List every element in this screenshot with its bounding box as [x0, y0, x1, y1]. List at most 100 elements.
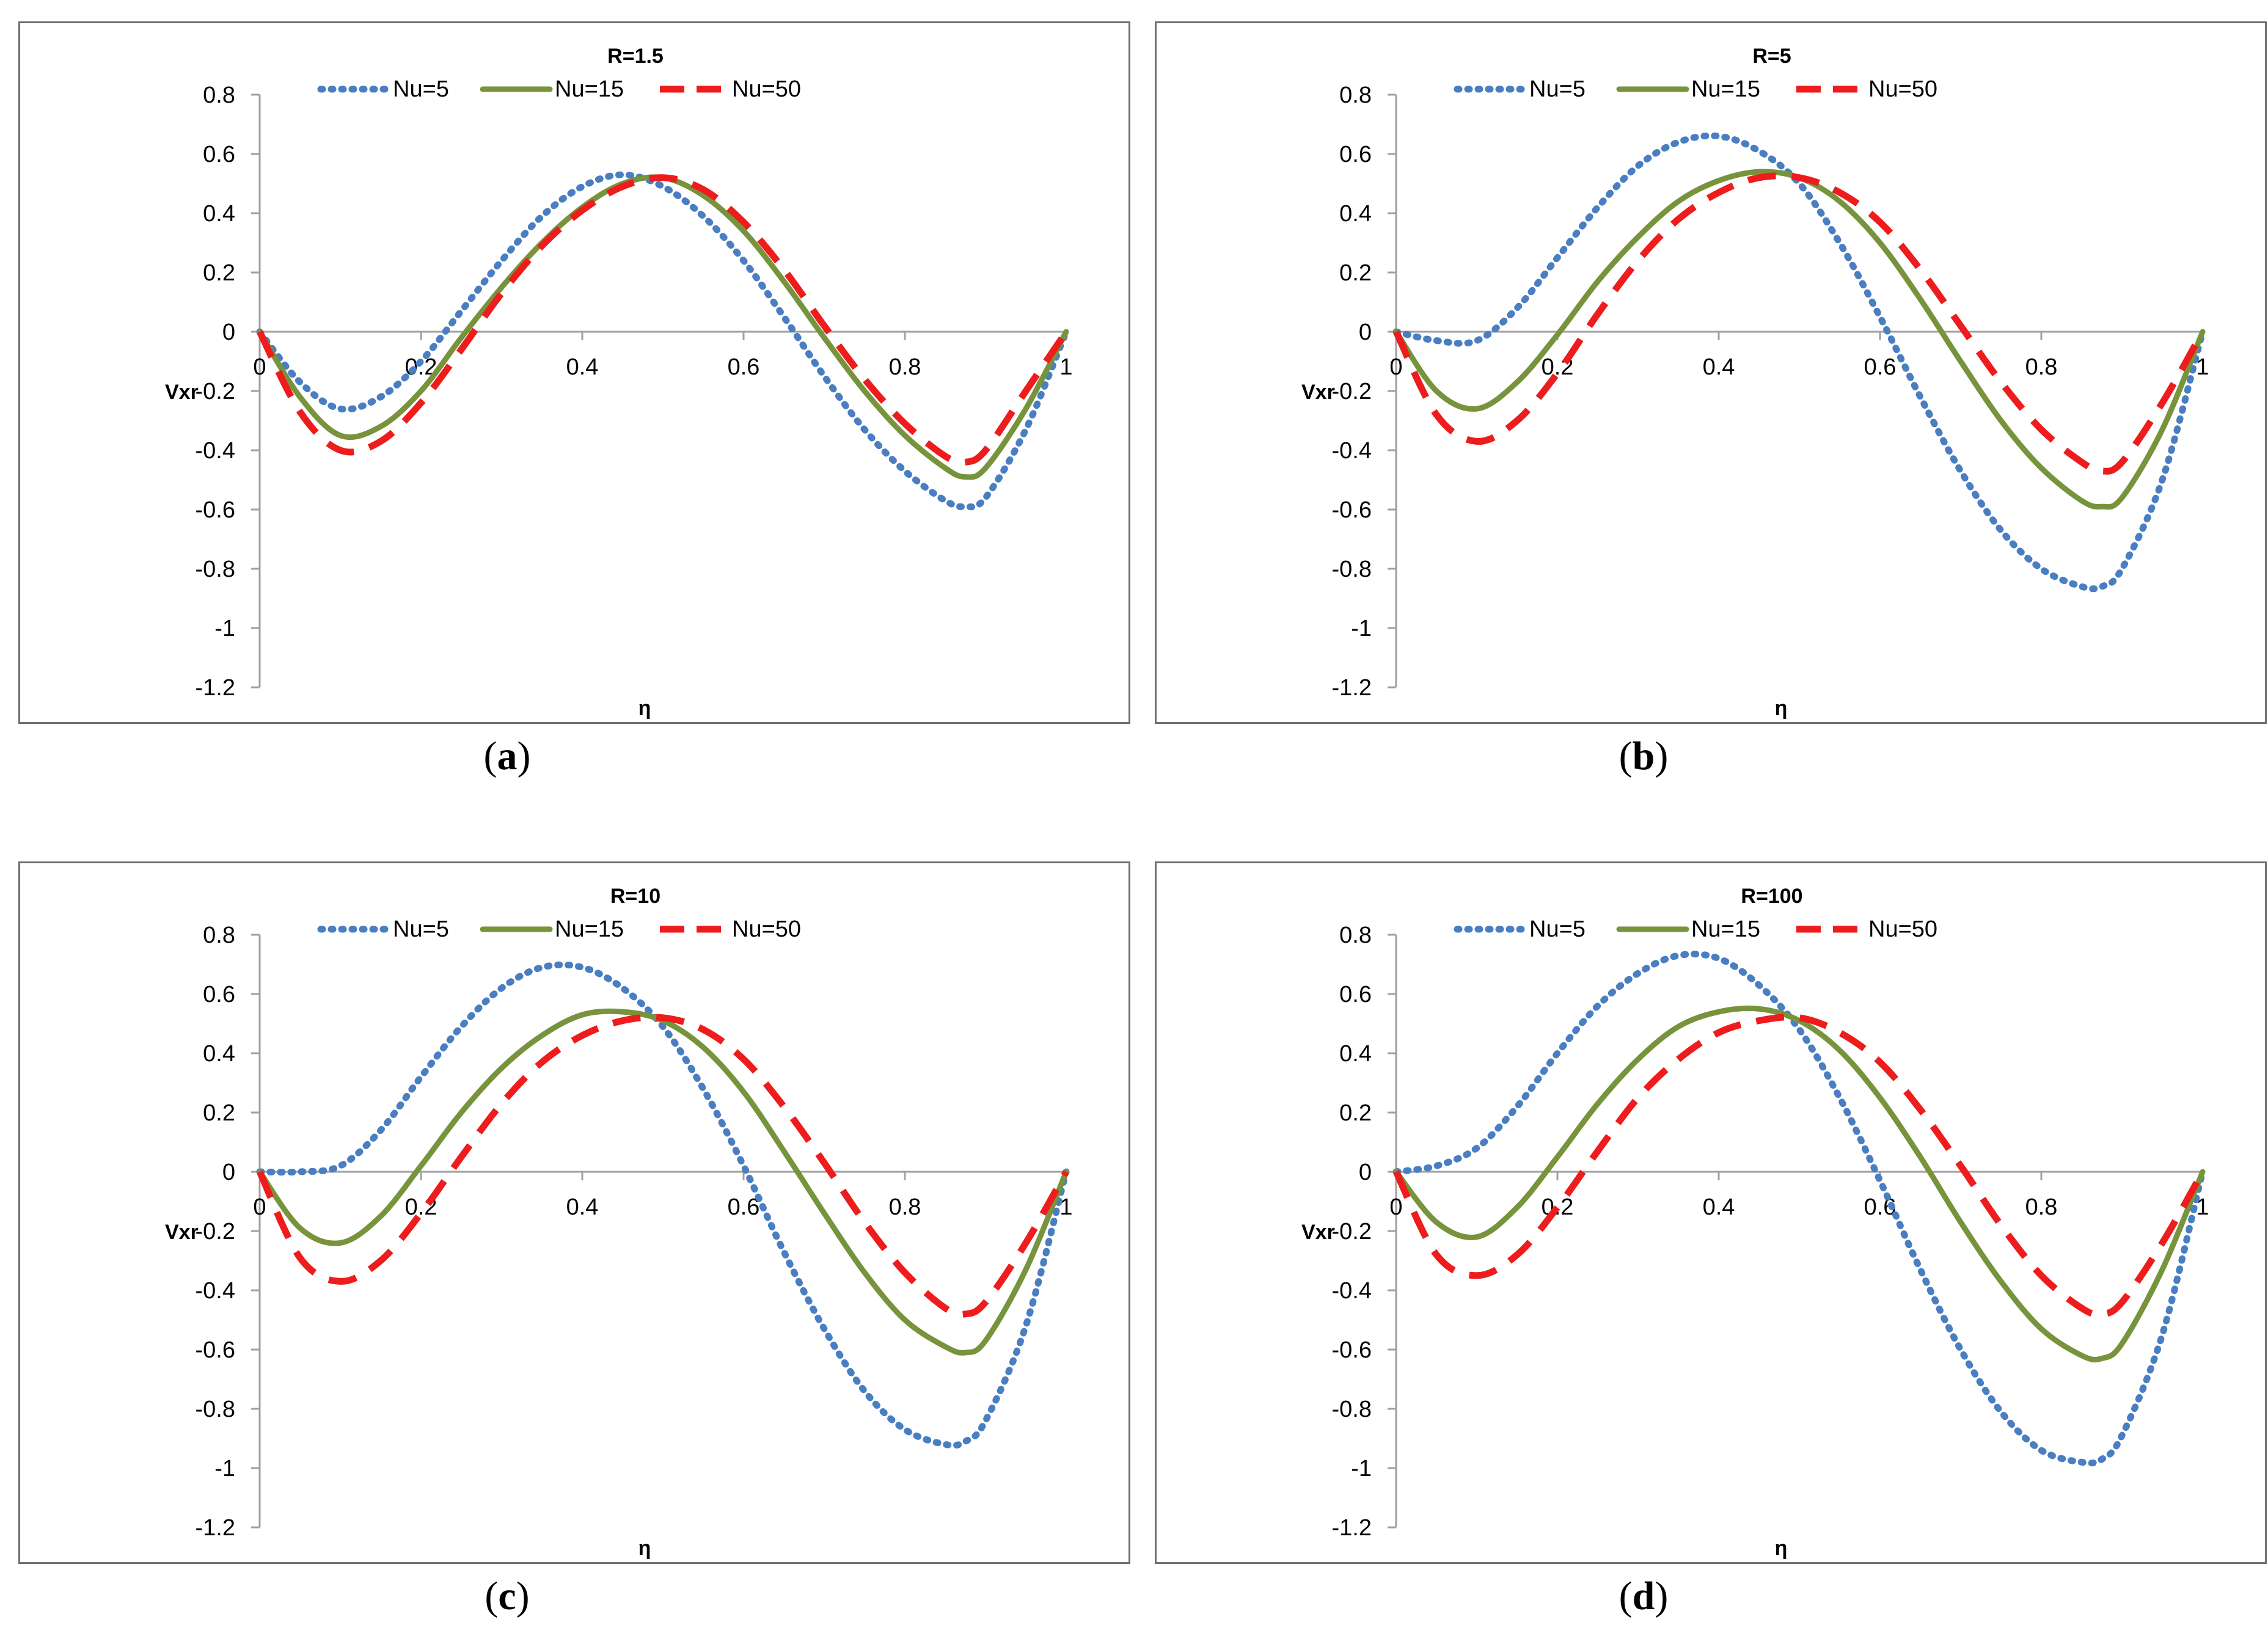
y-tick-label: 0.2	[203, 1100, 235, 1126]
x-tick-label: 0.8	[889, 354, 921, 380]
legend-label: Nu=5	[1529, 916, 1586, 942]
caption-close-paren: )	[516, 1574, 530, 1618]
x-tick-label: 1	[2196, 354, 2209, 380]
series-line-nu15	[1393, 1005, 2206, 1363]
chart-frame	[18, 21, 1130, 724]
y-tick-label: 0.8	[1339, 82, 1372, 108]
y-axis-label: Vxr	[165, 1221, 199, 1244]
y-tick-label: 0.2	[203, 260, 235, 286]
y-tick-label: -0.4	[1332, 1278, 1372, 1304]
x-tick-label: 1	[1059, 354, 1072, 380]
chart-panel-b: R=5 0.8 0.6 0.4 0.2 0 -0.2 -0.4 -0.6 -0.8 -1 -1.2 0 0…	[1155, 21, 2267, 724]
chart-title: R=5	[1752, 45, 1791, 68]
y-tick-label: -0.8	[1332, 557, 1372, 582]
chart-panel-a: R=1.5 0.8 0.6 0.4 0.2 0 -0.2 -0.4 -0.6 -0.8 -1 -1.2…	[18, 21, 1130, 724]
series-line-nu15	[257, 1008, 1069, 1356]
y-tick-label: 0.6	[1339, 142, 1372, 167]
y-tick-label: -0.2	[196, 379, 235, 404]
y-tick-label: 0	[1359, 1160, 1372, 1185]
chart-panel-c: R=10 0.8 0.6 0.4 0.2 0 -0.2 -0.4 -0.6 -0.8 -1 -1.2 0…	[18, 861, 1130, 1564]
y-tick-label: -0.6	[1332, 497, 1372, 523]
caption-close-paren: )	[517, 734, 531, 778]
legend-label: Nu=50	[732, 76, 801, 102]
y-tick-label: -1.2	[196, 1515, 235, 1541]
y-tick-label: 0	[222, 320, 235, 345]
y-tick-label: -0.6	[1332, 1337, 1372, 1363]
series-line-nu5	[256, 171, 1070, 511]
series-line-nu15	[1393, 169, 2206, 510]
caption-letter: c	[498, 1574, 516, 1618]
caption-open-paren: (	[1619, 734, 1633, 778]
y-tick-label: -0.8	[196, 1397, 235, 1422]
panel-caption: (a)	[385, 733, 629, 780]
y-tick-label: -1	[214, 1456, 235, 1482]
x-tick-label: 0.8	[889, 1194, 921, 1220]
y-tick-label: 0.4	[1339, 201, 1372, 227]
legend-label: Nu=5	[393, 76, 449, 102]
x-tick-label: 0	[1389, 1194, 1402, 1220]
chart-title: R=10	[610, 885, 660, 908]
y-tick-label: -0.2	[196, 1219, 235, 1244]
x-tick-label: 0	[253, 354, 266, 380]
y-tick-label: -0.2	[1332, 379, 1372, 404]
y-tick-label: -1	[1351, 1456, 1372, 1482]
y-tick-label: -0.6	[196, 497, 235, 523]
chart-frame	[1155, 861, 2267, 1564]
y-axis-label: Vxr	[1301, 381, 1335, 404]
x-tick-label: 0.4	[566, 1194, 599, 1220]
y-tick-label: -0.6	[196, 1337, 235, 1363]
y-tick-label: -1.2	[196, 675, 235, 701]
x-tick-label: 1	[1059, 1194, 1072, 1220]
x-axis-label: η	[638, 1537, 651, 1560]
chart-svg-d: R=100 0.8 0.6 0.4 0.2 0 -0.2 -0.4 -0.6 -0.8 -1 -1.2…	[1155, 861, 2267, 1564]
y-tick-label: 0	[1359, 320, 1372, 345]
y-tick-label: 0.6	[1339, 982, 1372, 1007]
y-tick-label: 0.8	[203, 923, 235, 948]
legend-label: Nu=15	[555, 916, 624, 942]
legend-label: Nu=50	[732, 916, 801, 942]
y-tick-label: 0.6	[203, 982, 235, 1007]
chart-svg-a: R=1.5 0.8 0.6 0.4 0.2 0 -0.2 -0.4 -0.6 -0.8 -1 -1.2…	[18, 21, 1130, 724]
chart-title: R=100	[1741, 885, 1802, 908]
caption-open-paren: (	[1619, 1574, 1633, 1618]
chart-panel-d: R=100 0.8 0.6 0.4 0.2 0 -0.2 -0.4 -0.6 -0.8 -1 -1.2…	[1155, 861, 2267, 1564]
x-axis-label: η	[1775, 696, 1788, 720]
x-tick-label: 1	[2196, 1194, 2209, 1220]
y-tick-label: -0.8	[1332, 1397, 1372, 1422]
caption-letter: b	[1632, 734, 1655, 778]
series-line-nu15	[257, 174, 1069, 480]
panel-caption: (c)	[385, 1573, 629, 1620]
caption-open-paren: (	[485, 1574, 499, 1618]
panel-caption: (b)	[1521, 733, 1766, 780]
y-tick-label: -0.4	[1332, 438, 1372, 464]
series-line-nu5	[256, 961, 1070, 1449]
x-tick-label: 0	[1389, 354, 1402, 380]
y-tick-label: 0.4	[1339, 1041, 1372, 1067]
legend-label: Nu=15	[1691, 76, 1760, 102]
y-tick-label: 0.4	[203, 201, 235, 227]
x-tick-label: 0.8	[2025, 354, 2058, 380]
y-axis-label: Vxr	[165, 381, 199, 404]
chart-svg-c: R=10 0.8 0.6 0.4 0.2 0 -0.2 -0.4 -0.6 -0.8 -1 -1.2 0…	[18, 861, 1130, 1564]
legend-label: Nu=15	[555, 76, 624, 102]
x-tick-label: 0.8	[2025, 1194, 2058, 1220]
y-tick-label: -1.2	[1332, 675, 1372, 701]
y-tick-label: 0.2	[1339, 260, 1372, 286]
x-tick-label: 0.2	[1542, 1194, 1574, 1220]
y-tick-label: 0	[222, 1160, 235, 1185]
series-line-nu5	[1392, 951, 2206, 1467]
legend-label: Nu=50	[1868, 916, 1937, 942]
caption-letter: a	[497, 734, 518, 778]
y-tick-label: 0.4	[203, 1041, 235, 1067]
legend-label: Nu=5	[1529, 76, 1586, 102]
chart-frame	[1155, 21, 2267, 724]
x-tick-label: 0.6	[728, 354, 760, 380]
legend-label: Nu=5	[393, 916, 449, 942]
legend-label: Nu=50	[1868, 76, 1937, 102]
series-line-nu5	[1392, 132, 2206, 593]
caption-open-paren: (	[483, 734, 497, 778]
x-tick-label: 0.4	[566, 354, 599, 380]
chart-title: R=1.5	[607, 45, 664, 68]
caption-letter: d	[1632, 1574, 1655, 1618]
x-tick-label: 0	[253, 1194, 266, 1220]
